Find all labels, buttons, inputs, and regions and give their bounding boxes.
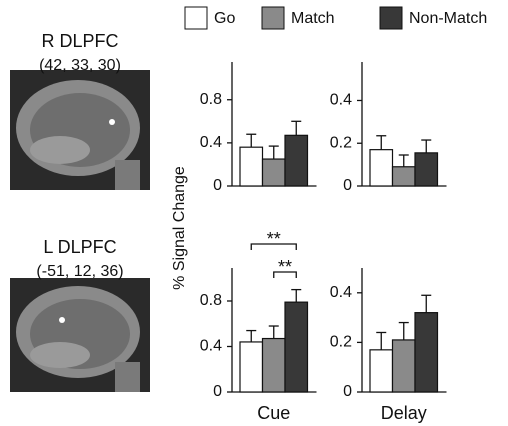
y-tick-label: 0.8: [200, 91, 222, 108]
y-tick-label: 0: [213, 177, 222, 194]
bar: [370, 150, 393, 186]
bar: [415, 153, 438, 186]
y-tick-label: 0: [213, 383, 222, 400]
y-tick-label: 0.4: [200, 134, 222, 151]
y-tick-label: 0.2: [330, 334, 352, 351]
bar: [393, 340, 416, 392]
bar: [263, 339, 286, 392]
y-tick-label: 0.4: [330, 92, 352, 109]
region-coordinates: (42, 33, 30): [39, 57, 121, 74]
brain-image-top: [10, 70, 150, 190]
bar: [240, 342, 263, 392]
bar: [285, 302, 308, 392]
x-axis-label: Delay: [381, 403, 427, 423]
y-axis-label: % Signal Change: [171, 166, 188, 290]
region-title: R DLPFC: [41, 31, 118, 51]
figure: R DLPFC (42, 33, 30) L DLPFC (-51, 12, 3…: [0, 0, 508, 426]
legend-label: Non-Match: [409, 10, 487, 27]
legend-label: Match: [291, 10, 335, 27]
bar: [240, 147, 263, 186]
y-tick-label: 0.2: [330, 134, 352, 151]
bar: [393, 167, 416, 186]
bar: [285, 135, 308, 186]
y-tick-label: 0: [343, 177, 352, 194]
legend-swatch: [185, 7, 207, 29]
x-axis-label: Cue: [257, 403, 290, 423]
significance-label: **: [267, 229, 281, 249]
legend-swatch: [262, 7, 284, 29]
significance-label: **: [278, 257, 292, 277]
y-tick-label: 0: [343, 383, 352, 400]
region-title: L DLPFC: [43, 237, 116, 257]
y-tick-label: 0.8: [200, 292, 222, 309]
y-tick-label: 0.4: [200, 338, 222, 355]
brain-image-bottom: [10, 278, 150, 392]
legend-swatch: [380, 7, 402, 29]
legend-label: Go: [214, 10, 235, 27]
region-coordinates: (-51, 12, 36): [36, 263, 123, 280]
y-tick-label: 0.4: [330, 284, 352, 301]
bar: [370, 350, 393, 392]
bar: [263, 159, 286, 186]
bar: [415, 313, 438, 392]
